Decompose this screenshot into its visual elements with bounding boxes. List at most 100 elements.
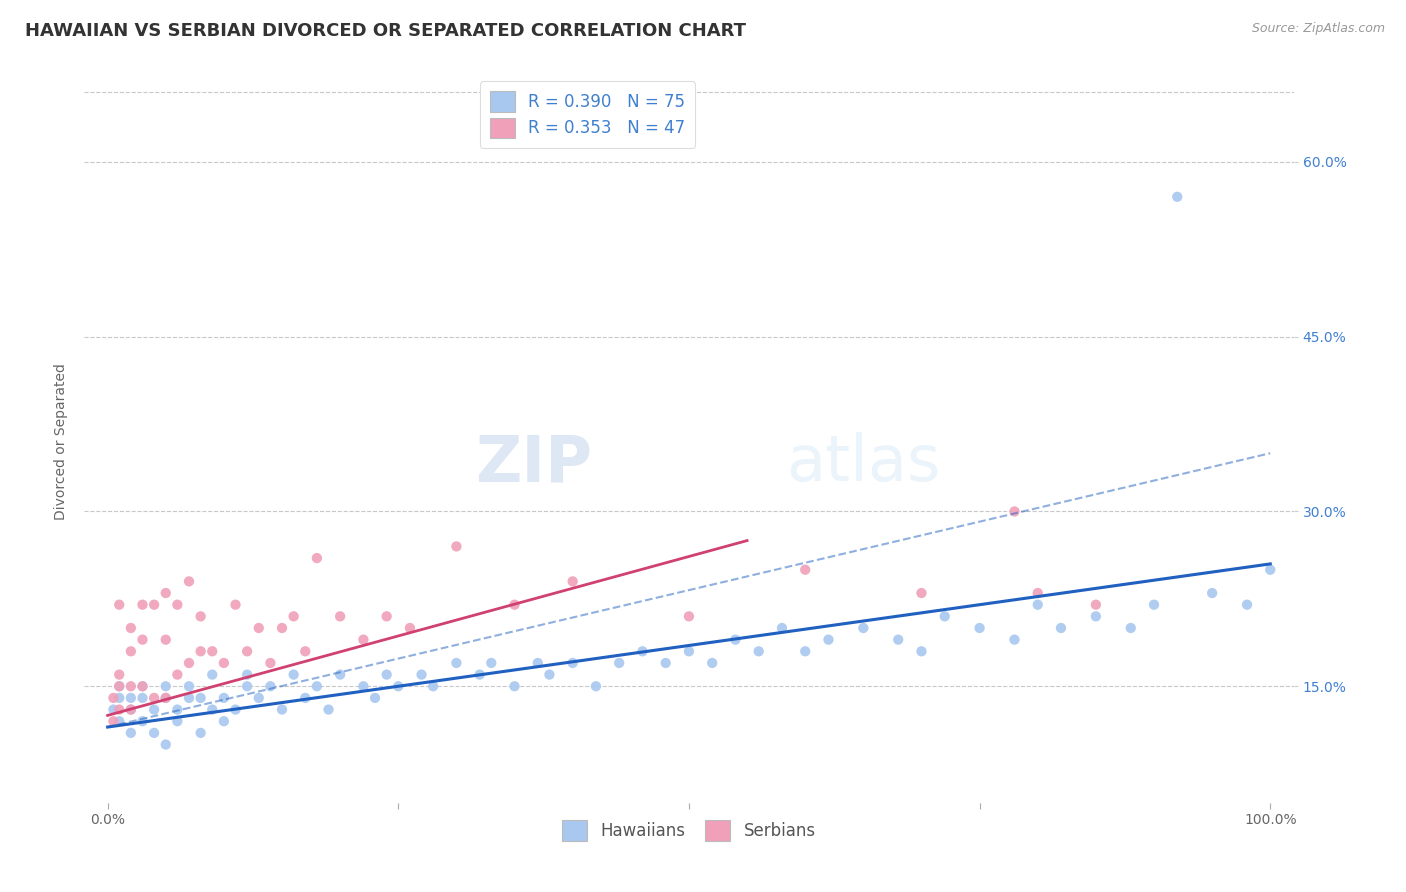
Point [375,667,398,681]
Point [108,679,131,693]
Point [247,690,270,705]
Point [702,656,724,670]
Point [1084,609,1107,624]
Point [120,726,142,740]
Point [143,598,166,612]
Point [177,679,200,693]
Point [305,551,328,566]
Point [103,690,125,705]
Point [212,656,235,670]
Point [654,656,676,670]
Point [108,690,131,705]
Point [120,702,142,716]
Point [561,574,583,589]
Point [236,644,259,658]
Point [305,679,328,693]
Point [411,667,433,681]
Point [724,632,747,647]
Point [201,702,224,716]
Point [201,644,224,658]
Point [770,621,793,635]
Point [120,702,142,716]
Point [108,598,131,612]
Point [143,690,166,705]
Point [631,644,654,658]
Point [103,702,125,716]
Point [1026,598,1049,612]
Point [131,679,153,693]
Point [364,690,387,705]
Point [131,598,153,612]
Point [446,656,468,670]
Point [607,656,630,670]
Point [166,714,188,729]
Point [143,726,166,740]
Point [446,540,468,554]
Point [387,679,409,693]
Point [155,690,177,705]
Point [131,632,153,647]
Point [794,563,817,577]
Point [678,609,700,624]
Point [748,644,770,658]
Point [1004,632,1026,647]
Point [1143,598,1166,612]
Y-axis label: Divorced or Separated: Divorced or Separated [55,363,69,520]
Point [236,679,259,693]
Point [527,656,550,670]
Point [190,644,212,658]
Point [120,644,142,658]
Point [271,702,294,716]
Point [190,609,212,624]
Point [1004,504,1026,518]
Point [131,679,153,693]
Point [283,667,305,681]
Point [1166,190,1188,204]
Point [120,690,142,705]
Point [468,667,491,681]
Point [225,702,247,716]
Point [155,690,177,705]
Point [212,690,235,705]
Point [177,690,200,705]
Point [910,644,932,658]
Point [399,621,422,635]
Legend: Hawaiians, Serbians: Hawaiians, Serbians [550,809,828,852]
Point [225,598,247,612]
Point [585,679,607,693]
Point [375,609,398,624]
Point [887,632,910,647]
Point [934,609,956,624]
Point [1258,563,1281,577]
Point [108,714,131,729]
Text: HAWAIIAN VS SERBIAN DIVORCED OR SEPARATED CORRELATION CHART: HAWAIIAN VS SERBIAN DIVORCED OR SEPARATE… [25,22,747,40]
Point [236,667,259,681]
Point [177,656,200,670]
Point [283,609,305,624]
Point [678,644,700,658]
Point [352,632,374,647]
Point [155,679,177,693]
Point [259,656,281,670]
Point [503,679,526,693]
Point [190,690,212,705]
Point [329,667,352,681]
Point [1050,621,1073,635]
Point [108,667,131,681]
Point [561,656,583,670]
Point [294,690,316,705]
Point [1201,586,1223,600]
Text: ZIP: ZIP [475,433,592,494]
Point [1026,586,1049,600]
Point [422,679,444,693]
Point [155,632,177,647]
Point [190,726,212,740]
Point [538,667,561,681]
Point [166,702,188,716]
Point [479,656,502,670]
Point [166,667,188,681]
Point [155,738,177,752]
Point [318,702,340,716]
Point [131,714,153,729]
Point [131,690,153,705]
